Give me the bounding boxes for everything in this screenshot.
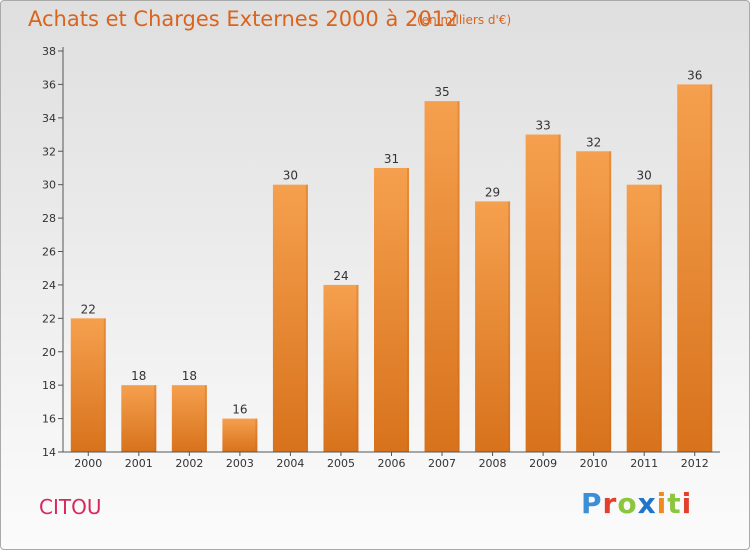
x-tick-label: 2007 — [428, 457, 456, 470]
chart-title: Achats et Charges Externes 2000 à 2012 — [28, 7, 459, 31]
bar-edge — [305, 184, 308, 452]
x-axis: 2000 2001 2002 2003 2004 2005 2006 2007 2008 2009… — [63, 451, 720, 470]
brand-letter: r — [602, 487, 618, 520]
x-tick-label: 2012 — [681, 457, 709, 470]
bar-edge — [103, 318, 106, 452]
x-tick-label: 2003 — [226, 457, 254, 470]
bar-value-label: 18 — [182, 369, 197, 383]
commune-name: CITOU — [39, 495, 102, 519]
bar-edge — [407, 167, 409, 453]
bar — [677, 84, 713, 453]
bar-value-label: 32 — [586, 135, 601, 149]
bar-edge — [204, 385, 207, 452]
bar-value-label: 22 — [81, 302, 96, 316]
bar-value-label: 30 — [637, 169, 652, 183]
x-tick-label: 2011 — [630, 457, 658, 470]
bar-value-label: 29 — [485, 185, 500, 199]
brand-letter: o — [617, 487, 638, 520]
bar-value-label: 36 — [687, 68, 702, 82]
bar-value-label: 18 — [131, 369, 146, 383]
bar-value-label: 31 — [384, 152, 399, 166]
x-tick-label: 2001 — [125, 457, 153, 470]
bar — [70, 318, 106, 452]
bar — [323, 284, 359, 452]
brand-letter: x — [637, 487, 657, 520]
bar — [374, 167, 409, 453]
y-tick-label: 14 — [42, 446, 56, 459]
x-tick-label: 2006 — [378, 457, 406, 470]
x-tick-label: 2009 — [529, 457, 557, 470]
bar-value-label: 33 — [535, 119, 550, 133]
x-tick-label: 2004 — [276, 457, 304, 470]
x-tick-label: 2005 — [327, 457, 355, 470]
bar — [171, 385, 207, 452]
bar-value-label: 24 — [333, 269, 348, 283]
bar — [626, 184, 662, 452]
x-tick-label: 2002 — [175, 457, 203, 470]
brand-letter: t — [667, 487, 682, 520]
y-tick-label: 22 — [42, 312, 56, 325]
bar — [525, 134, 561, 452]
bar — [121, 385, 157, 452]
y-tick-label: 34 — [42, 112, 56, 125]
y-tick-label: 30 — [42, 179, 56, 192]
bar — [272, 184, 308, 452]
brand-logo: Proxiti — [581, 487, 692, 520]
y-tick-label: 28 — [42, 212, 56, 225]
bar — [222, 418, 258, 452]
y-tick-label: 38 — [42, 45, 56, 58]
y-tick-label: 20 — [42, 346, 56, 359]
y-tick-label: 36 — [42, 78, 56, 91]
y-tick-label: 26 — [42, 246, 56, 259]
bar-edge — [710, 84, 713, 453]
bar — [576, 151, 612, 452]
brand-letter: P — [581, 487, 603, 520]
y-tick-label: 32 — [42, 145, 56, 158]
x-tick-label: 2010 — [580, 457, 608, 470]
bar — [424, 101, 460, 452]
bar-value-label: 35 — [434, 85, 449, 99]
bars: 22 18 18 16 30 24 31 35 29 33 32 30 36 — [70, 68, 713, 453]
bar-edge — [154, 385, 157, 452]
brand-letter: i — [681, 487, 693, 520]
chart-subtitle: (en milliers d'€) — [417, 13, 512, 27]
bar-edge — [508, 201, 511, 452]
bar — [475, 201, 511, 452]
y-tick-label: 24 — [42, 279, 56, 292]
y-tick-label: 16 — [42, 413, 56, 426]
bar-edge — [609, 151, 612, 452]
bar-edge — [356, 284, 359, 452]
y-tick-label: 18 — [42, 379, 56, 392]
bar-value-label: 16 — [232, 403, 247, 417]
bar-edge — [558, 134, 561, 452]
bar-edge — [659, 184, 662, 452]
bar-value-label: 30 — [283, 169, 298, 183]
bar-edge — [255, 418, 258, 452]
brand-letter: i — [656, 487, 668, 520]
bar-edge — [457, 101, 460, 452]
x-tick-label: 2008 — [479, 457, 507, 470]
y-axis: 14 16 18 20 22 24 26 28 30 32 34 36 38 — [42, 45, 64, 459]
x-tick-label: 2000 — [74, 457, 102, 470]
